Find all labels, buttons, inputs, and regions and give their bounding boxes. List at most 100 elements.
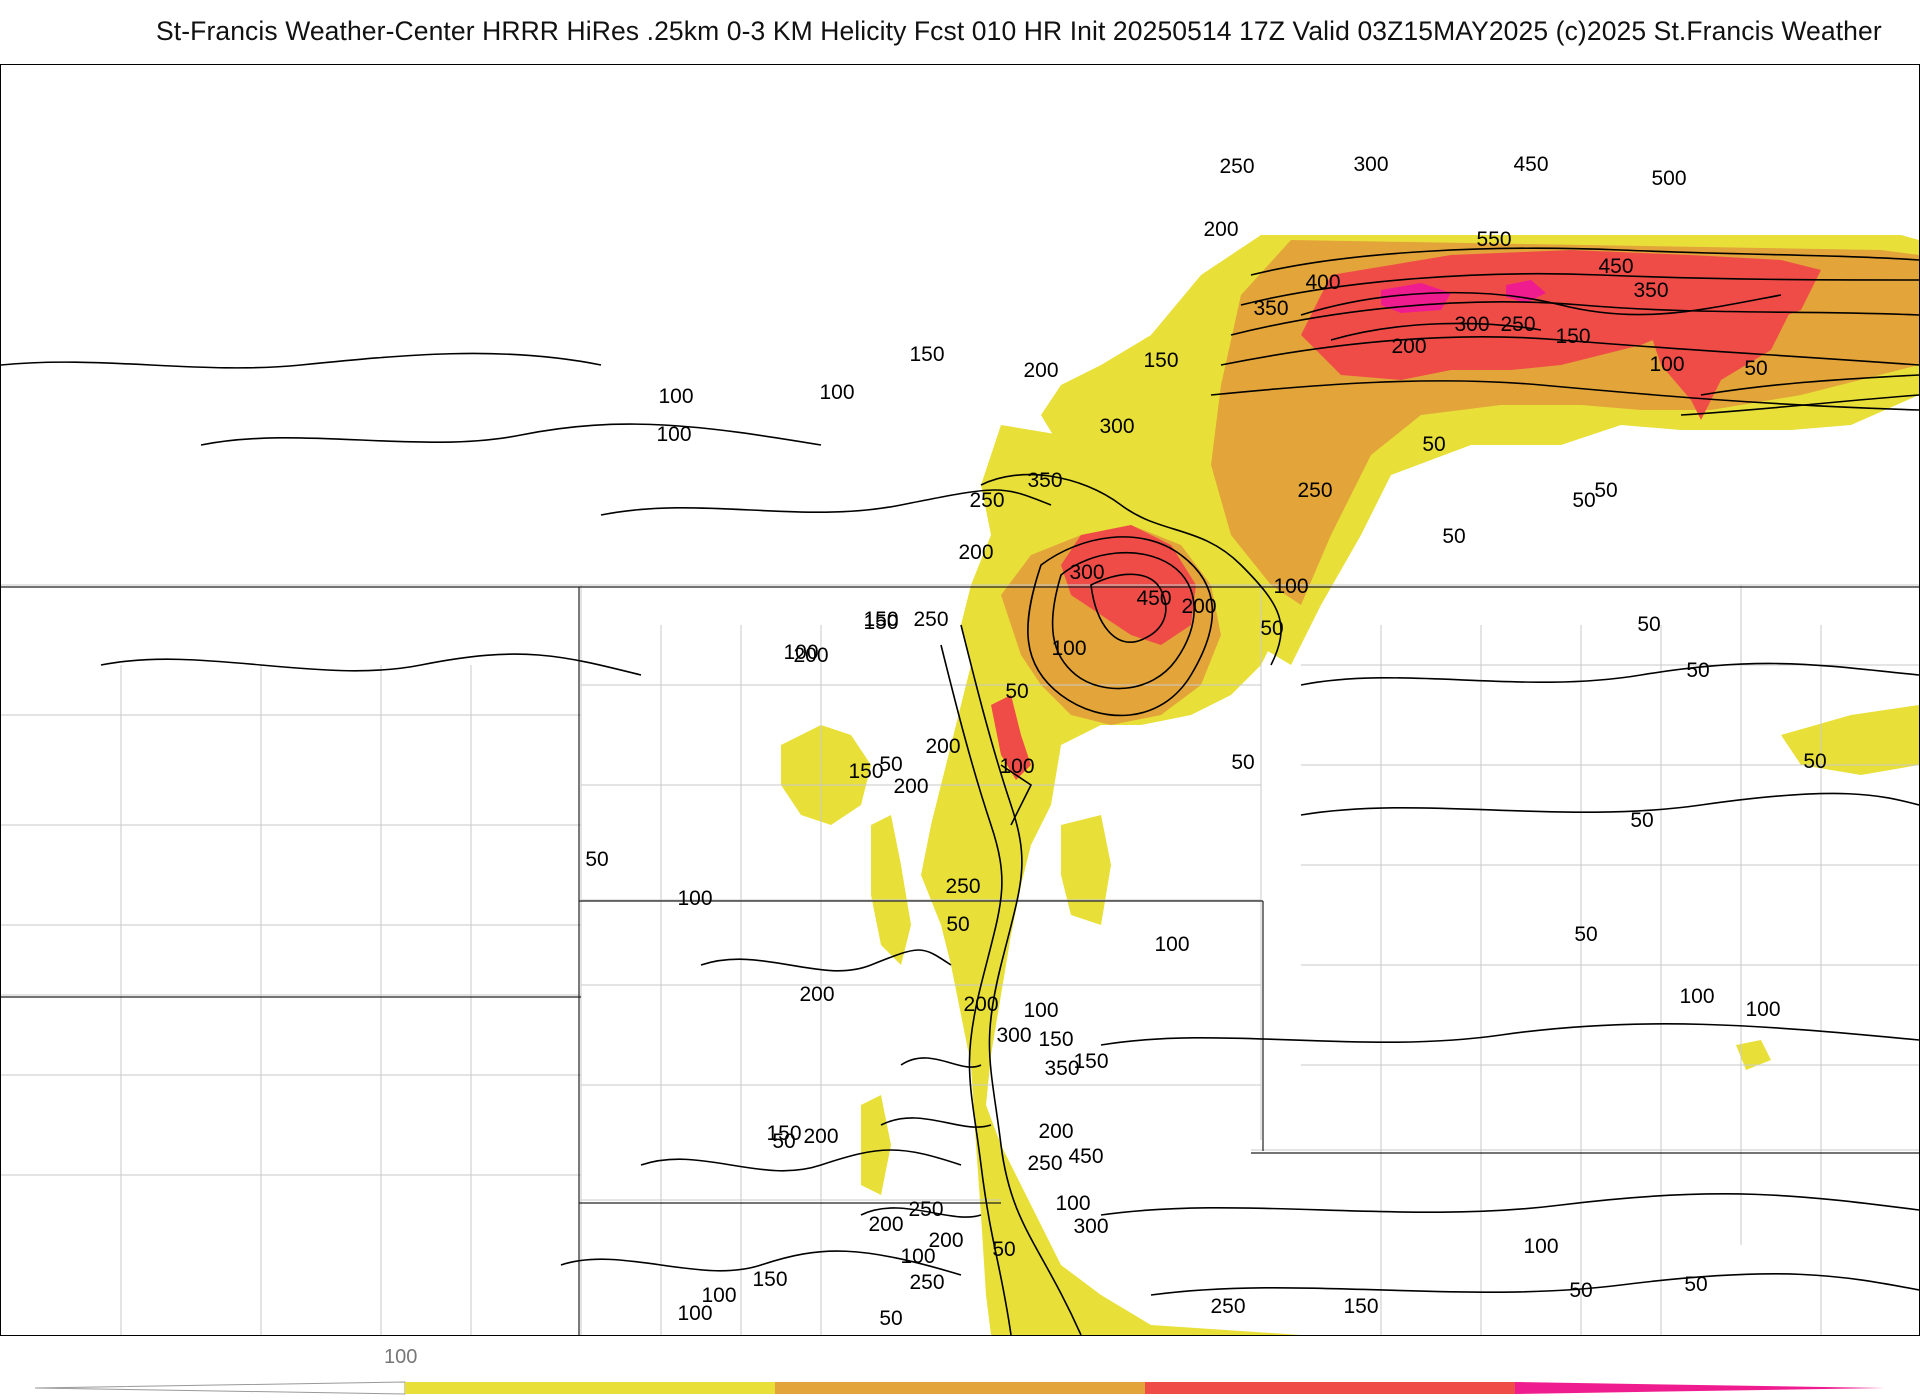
contour-label: 500 xyxy=(1651,167,1686,190)
contour-label: 100 xyxy=(900,1245,935,1268)
helicity-fill-magenta-core xyxy=(1381,283,1451,313)
contour-label: 350 xyxy=(1253,297,1288,320)
contour-label: 150 xyxy=(752,1268,787,1291)
contour-label: 50 xyxy=(1005,680,1028,703)
helicity-fill-yellow-west-1 xyxy=(781,725,871,825)
contour-label: 300 xyxy=(996,1024,1031,1047)
contour-label: 150 xyxy=(1555,325,1590,348)
colorbar-tick-label: 100 xyxy=(384,1346,418,1368)
helicity-fill-yellow-west-2 xyxy=(871,815,911,965)
contour-label: 50 xyxy=(1572,489,1595,512)
contour-label: 50 xyxy=(1594,479,1617,502)
contour-label: 250 xyxy=(945,875,980,898)
contour-label: 200 xyxy=(893,775,928,798)
contour-label: 150 xyxy=(863,611,898,634)
contour-label: 200 xyxy=(963,993,998,1016)
colorbar: 100 xyxy=(0,1334,1920,1400)
contour-label: 100 xyxy=(701,1284,736,1307)
contour-label: 50 xyxy=(1574,923,1597,946)
map-title: St-Francis Weather-Center HRRR HiRes .25… xyxy=(156,16,1882,46)
contour-label: 100 xyxy=(819,381,854,404)
contour-label: 300 xyxy=(1454,313,1489,336)
contour-label: 50 xyxy=(1637,613,1660,636)
contour-label: 50 xyxy=(1442,525,1465,548)
contour-label: 50 xyxy=(1744,357,1767,380)
contour-label: 200 xyxy=(928,1229,963,1252)
contour-label: 100 xyxy=(1649,353,1684,376)
contour-label: 450 xyxy=(1513,153,1548,176)
contour-label: 150 xyxy=(1343,1295,1378,1318)
contour-label: 100 xyxy=(658,385,693,408)
contour-label: 250 xyxy=(909,1271,944,1294)
helicity-fill-yellow-west-3 xyxy=(861,1095,891,1195)
contour-label: 250 xyxy=(1027,1152,1062,1175)
contour-label: 450 xyxy=(1598,255,1633,278)
contour-label: 350 xyxy=(1027,469,1062,492)
contour-label: 250 xyxy=(908,1198,943,1221)
contour-label: 250 xyxy=(1219,155,1254,178)
contour-label: 350 xyxy=(1633,279,1668,302)
contour-label: 250 xyxy=(969,489,1004,512)
contour-label: 200 xyxy=(793,644,828,667)
contour-label: 50 xyxy=(992,1238,1015,1261)
helicity-fill-yellow-east xyxy=(1781,705,1919,775)
contour-label: 100 xyxy=(1679,985,1714,1008)
contour-label: 200 xyxy=(1391,335,1426,358)
title-bar: St-Francis Weather-Center HRRR HiRes .25… xyxy=(0,0,1920,64)
contour-label: 100 xyxy=(1055,1192,1090,1215)
contour-label: 150 xyxy=(1073,1050,1108,1073)
contour-label: 250 xyxy=(1210,1295,1245,1318)
colorbar-segment-1 xyxy=(405,1382,775,1394)
contour-label: 200 xyxy=(1203,218,1238,241)
contour-label: 150 xyxy=(1038,1028,1073,1051)
colorbar-segment-2 xyxy=(775,1382,1145,1394)
contour-label: 350 xyxy=(1044,1057,1079,1080)
helicity-fill-red-north-2 xyxy=(1651,270,1791,420)
colorbar-segment-3 xyxy=(1145,1382,1515,1394)
colorbar-white-segment xyxy=(34,1381,406,1395)
contour-label: 150 xyxy=(848,760,883,783)
contour-label: 300 xyxy=(1353,153,1388,176)
contour-label: 50 xyxy=(1803,750,1826,773)
helicity-map[interactable]: 300 450 500 250 200 550 400 450 350 350 300 250 150 2… xyxy=(0,64,1920,1336)
contour-label: 200 xyxy=(1038,1120,1073,1143)
contour-label: 100 xyxy=(1154,933,1189,956)
boundaries-layer xyxy=(1,584,1919,1335)
contour-label: 200 xyxy=(1181,595,1216,618)
contour-label: 100 xyxy=(677,1302,712,1325)
contour-label: 100 xyxy=(1523,1235,1558,1258)
contour-label: 50 xyxy=(585,848,608,871)
contour-label: 200 xyxy=(958,541,993,564)
contour-label: 50 xyxy=(879,753,902,776)
contour-label: 150 xyxy=(1143,349,1178,372)
contour-label: 250 xyxy=(913,608,948,631)
colorbar-svg xyxy=(34,1381,1885,1395)
contour-label: 100 xyxy=(783,641,818,664)
contour-label: 100 xyxy=(1023,999,1058,1022)
contour-label: 100 xyxy=(1051,637,1086,660)
contour-label: 200 xyxy=(868,1213,903,1236)
contour-label: 100 xyxy=(1745,998,1780,1021)
contour-label: 150 xyxy=(766,1122,801,1145)
contour-label: 200 xyxy=(925,735,960,758)
contour-label: 250 xyxy=(1500,313,1535,336)
contour-label: 100 xyxy=(1273,575,1308,598)
contour-label: 200 xyxy=(799,983,834,1006)
contour-label: 300 xyxy=(1099,415,1134,438)
contour-label: 550 xyxy=(1476,228,1511,251)
contour-label: 50 xyxy=(1686,659,1709,682)
contour-label: 300 xyxy=(1073,1215,1108,1238)
contour-label: 100 xyxy=(999,755,1034,778)
contour-layer xyxy=(1,247,1919,1335)
contour-label: 50 xyxy=(1630,809,1653,832)
contour-label: 400 xyxy=(1305,271,1340,294)
contour-label: 50 xyxy=(1569,1279,1592,1302)
contour-label: 50 xyxy=(772,1130,795,1153)
helicity-fill-yellow-west-4 xyxy=(1061,815,1111,925)
contour-label: 50 xyxy=(1684,1273,1707,1296)
contour-label: 450 xyxy=(1136,587,1171,610)
helicity-fill-layer xyxy=(781,235,1919,1335)
contour-label: 250 xyxy=(1297,479,1332,502)
